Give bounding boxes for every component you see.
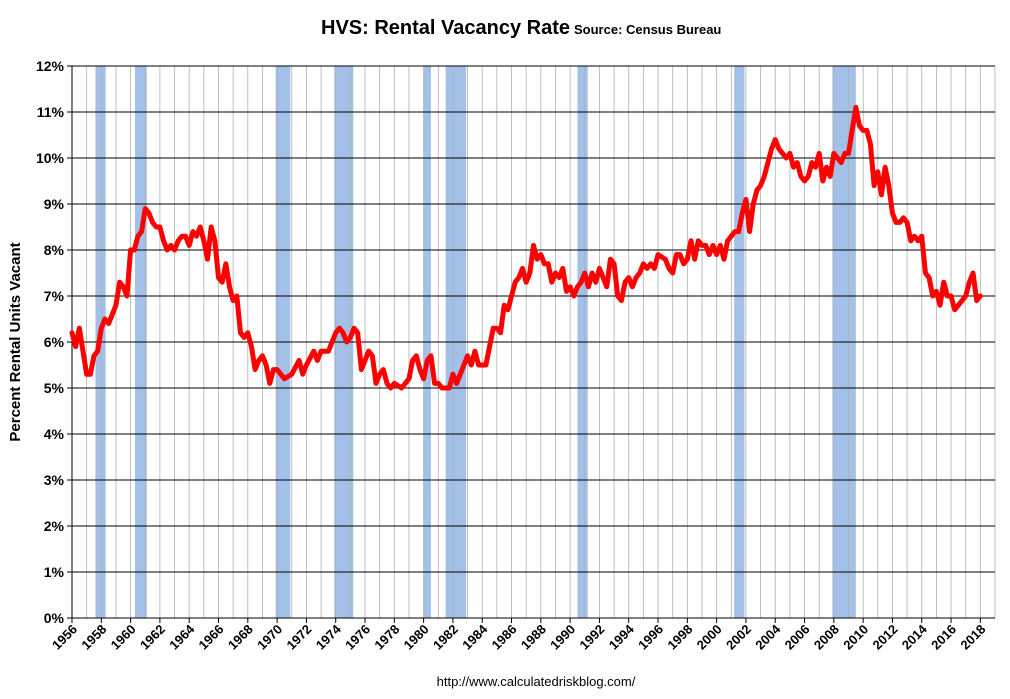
plot: [69, 104, 983, 391]
y-tick-label: 0%: [44, 610, 65, 626]
y-axis-title: Percent Rental Units Vacant: [7, 242, 24, 441]
y-tick-label: 9%: [44, 196, 65, 212]
y-tick-label: 10%: [36, 150, 65, 166]
y-tick-label: 8%: [44, 242, 65, 258]
footer: http://www.calculatedriskblog.com/: [437, 674, 636, 689]
chart-source: Source: Census Bureau: [574, 22, 721, 37]
y-tick-label: 11%: [37, 104, 65, 120]
chart-title: HVS: Rental Vacancy Rate: [321, 17, 570, 39]
y-tick-label: 12%: [36, 58, 65, 74]
y-tick-label: 4%: [44, 426, 65, 442]
y-tick-label: 5%: [44, 380, 65, 396]
y-tick-label: 2%: [44, 518, 65, 534]
data-line: [69, 104, 983, 391]
y-tick-label: 7%: [44, 288, 65, 304]
y-tick-label: 1%: [44, 564, 65, 580]
y-tick-label: 3%: [44, 472, 65, 488]
y-tick-label: 6%: [44, 334, 65, 350]
